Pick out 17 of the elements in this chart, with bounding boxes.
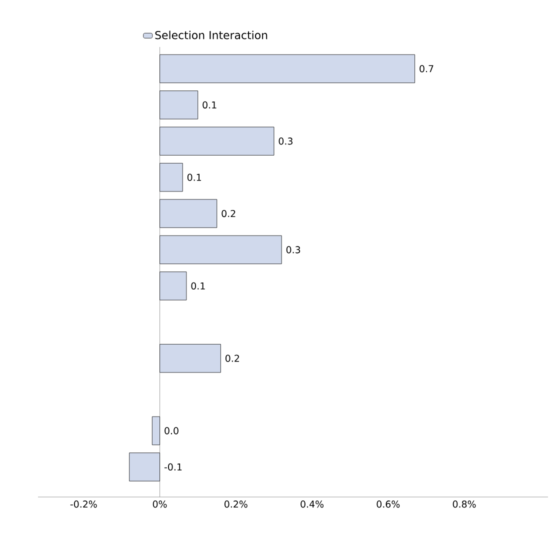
data-label: -0.1 [164, 463, 182, 471]
data-label: 0.1 [191, 282, 205, 290]
x-tick-label: 0.4% [300, 500, 324, 508]
x-tick-label: 0.6% [376, 500, 400, 508]
x-tick-label: 0% [152, 500, 167, 508]
data-label: 0.1 [202, 101, 216, 109]
data-label: 0.2 [222, 210, 236, 218]
data-label: 0.1 [187, 174, 202, 181]
data-label: 0.7 [420, 65, 434, 72]
data-label: 0.2 [226, 354, 239, 362]
x-tick-label: -0.2% [70, 500, 97, 508]
x-tick-label: 0.8% [452, 500, 476, 508]
x-tick-label: 0.2% [224, 500, 248, 508]
data-label: 0.3 [278, 138, 292, 145]
legend-label: Selection Interaction [155, 30, 268, 40]
data-label: 0.3 [286, 246, 300, 254]
data-label: 0.0 [164, 427, 178, 434]
